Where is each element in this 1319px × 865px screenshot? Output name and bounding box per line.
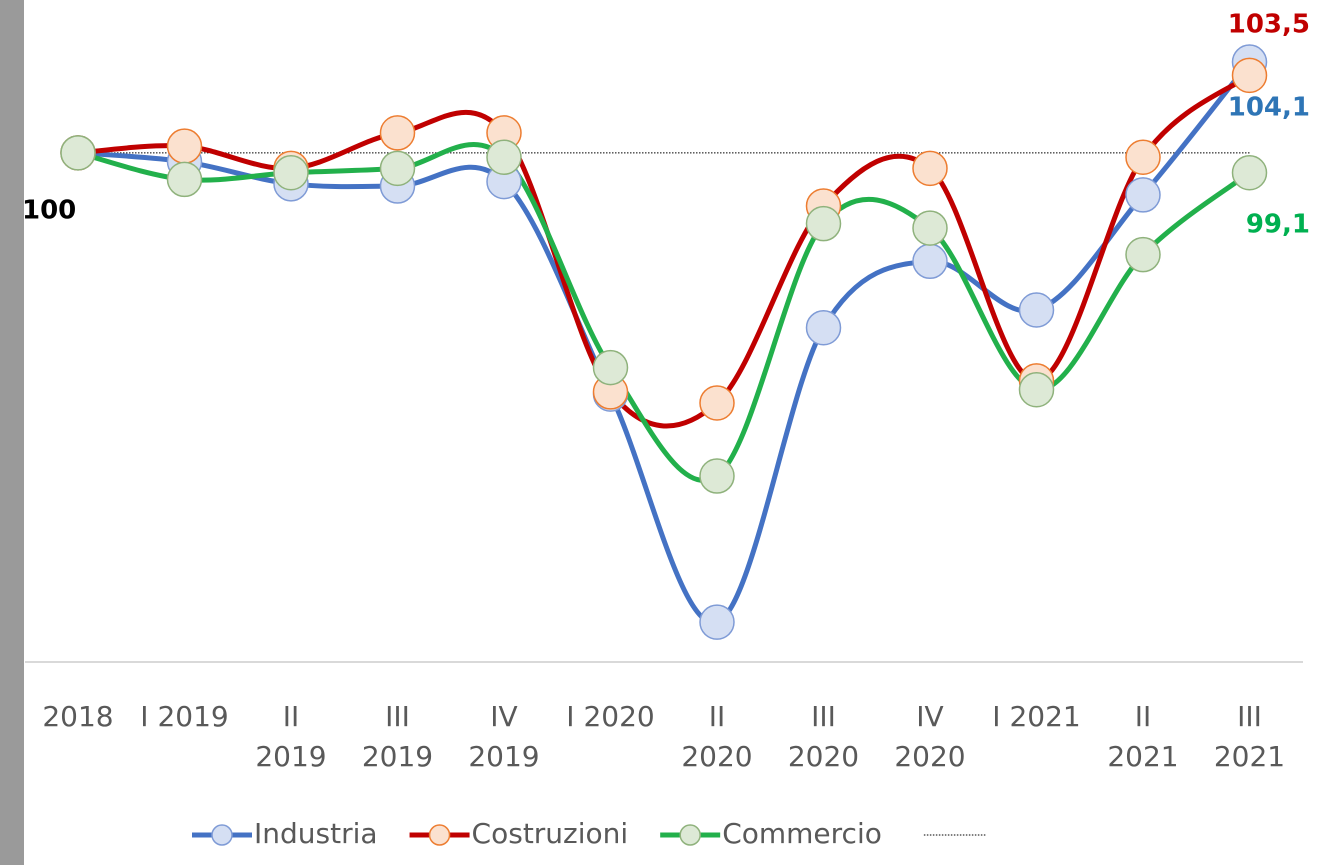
marker — [913, 244, 947, 278]
x-tick-label: III 2021 — [1195, 697, 1305, 777]
legend-label: Commercio — [722, 817, 882, 850]
x-tick-label: III 2020 — [769, 697, 879, 777]
x-tick-label: II 2021 — [1088, 697, 1198, 777]
x-tick-label: IV 2019 — [449, 697, 559, 777]
marker — [274, 156, 308, 190]
marker — [487, 140, 521, 174]
x-tick-label: I 2021 — [982, 697, 1092, 737]
marker — [1233, 58, 1267, 92]
marker — [913, 151, 947, 185]
legend-marker — [680, 825, 700, 845]
reference-label: 100 — [22, 195, 76, 225]
legend-label: Industria — [254, 817, 378, 850]
x-tick-label: II 2020 — [662, 697, 772, 777]
legend-marker — [212, 825, 232, 845]
marker — [381, 151, 415, 185]
marker — [381, 116, 415, 150]
marker — [61, 136, 95, 170]
marker — [1126, 238, 1160, 272]
marker — [1233, 156, 1267, 190]
x-tick-label: II 2019 — [236, 697, 346, 777]
marker — [1126, 178, 1160, 212]
side-strip — [0, 0, 24, 865]
marker — [168, 129, 202, 163]
page: 100 104,1 103,5 99,1 Industria Costruzioni Com… — [0, 0, 1319, 865]
value-label: 104,1 — [1228, 93, 1310, 123]
marker — [700, 459, 734, 493]
marker — [1020, 373, 1054, 407]
marker — [594, 351, 628, 385]
marker — [700, 605, 734, 639]
value-label: 99,1 — [1246, 209, 1310, 239]
x-tick-label: 2018 — [23, 697, 133, 737]
legend-marker — [430, 825, 450, 845]
x-tick-label: IV 2020 — [875, 697, 985, 777]
marker — [1126, 140, 1160, 174]
legend-label: Costruzioni — [472, 817, 629, 850]
x-tick-label: I 2019 — [130, 697, 240, 737]
marker — [807, 207, 841, 241]
marker — [168, 162, 202, 196]
marker — [807, 311, 841, 345]
x-tick-label: I 2020 — [556, 697, 666, 737]
marker — [1020, 293, 1054, 327]
series-line — [78, 75, 1250, 426]
value-label: 103,5 — [1228, 10, 1310, 40]
series-line — [78, 62, 1250, 623]
x-tick-label: III 2019 — [343, 697, 453, 777]
marker — [913, 211, 947, 245]
marker — [700, 386, 734, 420]
series-line — [78, 144, 1250, 480]
